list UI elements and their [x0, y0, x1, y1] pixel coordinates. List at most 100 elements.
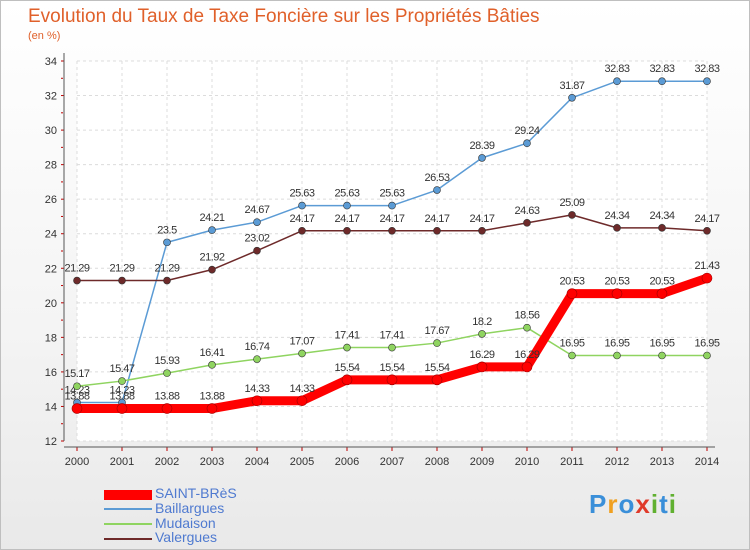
data-label-saint-br-s: 13.88 — [154, 391, 179, 403]
legend-swatch-valergues — [104, 538, 152, 540]
data-point-valergues — [208, 265, 216, 274]
data-label-valergues: 24.63 — [514, 205, 539, 217]
y-tick-label: 26 — [45, 194, 57, 206]
data-point-saint-br-s — [656, 288, 668, 299]
data-label-mudaison: 15.47 — [109, 363, 134, 375]
data-label-saint-br-s: 15.54 — [424, 362, 449, 374]
data-label-valergues: 24.34 — [604, 210, 629, 222]
data-point-saint-br-s — [701, 272, 713, 284]
data-point-baillargues — [523, 139, 531, 148]
data-label-saint-br-s: 13.88 — [109, 391, 134, 403]
data-point-baillargues — [703, 77, 711, 86]
x-tick-label: 2009 — [470, 456, 494, 468]
x-tick-label: 2002 — [155, 456, 179, 468]
data-point-valergues — [388, 226, 396, 235]
data-label-mudaison: 16.95 — [694, 338, 719, 350]
data-point-valergues — [253, 246, 261, 255]
legend-label-valergues: Valergues — [155, 529, 218, 545]
data-label-saint-br-s: 20.53 — [559, 276, 584, 288]
data-point-baillargues — [298, 201, 306, 210]
y-tick-label: 34 — [45, 56, 57, 68]
logo-letter: t — [659, 489, 669, 519]
data-label-mudaison: 16.95 — [604, 338, 629, 350]
logo-letter: i — [650, 489, 660, 519]
data-label-mudaison: 16.95 — [559, 338, 584, 350]
data-point-saint-br-s — [386, 374, 398, 386]
data-label-mudaison: 16.95 — [649, 338, 674, 350]
data-label-valergues: 24.17 — [334, 213, 359, 225]
data-label-baillargues: 24.21 — [199, 212, 224, 224]
y-tick-label: 20 — [45, 298, 57, 310]
x-tick-label: 2007 — [380, 456, 404, 468]
data-label-valergues: 21.92 — [199, 252, 224, 264]
data-label-mudaison: 17.41 — [334, 330, 359, 342]
y-tick-label: 30 — [45, 125, 57, 137]
y-tick-label: 18 — [45, 332, 57, 344]
data-point-mudaison — [703, 351, 711, 360]
data-point-mudaison — [433, 339, 441, 347]
data-label-saint-br-s: 16.29 — [469, 349, 494, 361]
data-point-mudaison — [253, 355, 261, 363]
data-label-mudaison: 18.56 — [514, 310, 539, 322]
data-label-valergues: 21.29 — [64, 263, 89, 275]
data-label-baillargues: 31.87 — [559, 80, 584, 92]
data-label-baillargues: 25.63 — [289, 188, 314, 200]
data-point-saint-br-s — [116, 403, 128, 414]
data-label-baillargues: 32.83 — [649, 63, 674, 75]
chart-title: Evolution du Taux de Taxe Foncière sur l… — [28, 6, 540, 27]
data-label-baillargues: 32.83 — [604, 63, 629, 75]
y-tick-label: 12 — [45, 436, 57, 448]
data-label-mudaison: 15.17 — [64, 368, 89, 380]
data-point-valergues — [613, 224, 621, 232]
data-point-saint-br-s — [566, 288, 578, 299]
data-label-saint-br-s: 14.33 — [244, 383, 269, 395]
data-point-baillargues — [568, 93, 576, 102]
data-label-saint-br-s: 15.54 — [334, 362, 359, 374]
data-label-mudaison: 17.41 — [379, 330, 404, 342]
data-label-baillargues: 23.5 — [157, 224, 177, 236]
data-label-saint-br-s: 20.53 — [604, 276, 629, 288]
data-point-mudaison — [208, 361, 216, 369]
legend-label-saint-bres: SAINT-BRèS — [155, 485, 237, 501]
data-label-baillargues: 32.83 — [694, 63, 719, 75]
data-point-mudaison — [343, 343, 351, 352]
data-label-baillargues: 14.23 — [64, 384, 89, 396]
data-point-valergues — [433, 226, 441, 235]
data-point-saint-br-s — [161, 403, 173, 414]
x-tick-label: 2004 — [245, 456, 269, 468]
data-point-valergues — [118, 276, 126, 285]
proxiti-logo: Proxiti — [589, 489, 677, 520]
data-label-saint-br-s: 15.54 — [379, 362, 404, 374]
data-label-saint-br-s: 16.29 — [514, 349, 539, 361]
data-label-baillargues: 29.24 — [514, 125, 539, 137]
data-label-valergues: 24.34 — [649, 210, 674, 222]
x-tick-label: 2011 — [560, 456, 584, 468]
data-point-baillargues — [613, 77, 621, 86]
x-tick-label: 2001 — [110, 456, 134, 468]
data-point-mudaison — [298, 349, 306, 358]
data-point-saint-br-s — [611, 288, 623, 299]
data-label-valergues: 21.29 — [154, 263, 179, 275]
legend-swatch-mudaison — [104, 523, 152, 525]
data-label-saint-br-s: 13.88 — [64, 391, 89, 403]
data-point-baillargues — [343, 201, 351, 210]
data-point-mudaison — [658, 351, 666, 360]
data-point-saint-br-s — [431, 374, 443, 386]
data-point-saint-br-s — [521, 361, 533, 373]
data-point-baillargues — [163, 238, 171, 247]
data-label-valergues: 24.17 — [469, 213, 494, 225]
data-label-saint-br-s: 13.88 — [199, 391, 224, 403]
data-point-valergues — [298, 226, 306, 235]
y-tick-label: 28 — [45, 160, 57, 172]
data-label-saint-br-s: 20.53 — [649, 276, 674, 288]
data-label-saint-br-s: 21.43 — [694, 260, 719, 272]
legend-swatch-baillargues — [104, 508, 152, 510]
data-label-mudaison: 17.07 — [289, 335, 314, 347]
data-point-mudaison — [118, 377, 126, 385]
data-point-valergues — [703, 226, 711, 235]
x-tick-label: 2006 — [335, 456, 359, 468]
y-tick-label: 22 — [45, 263, 57, 275]
data-point-mudaison — [568, 351, 576, 360]
data-point-mudaison — [523, 323, 531, 332]
